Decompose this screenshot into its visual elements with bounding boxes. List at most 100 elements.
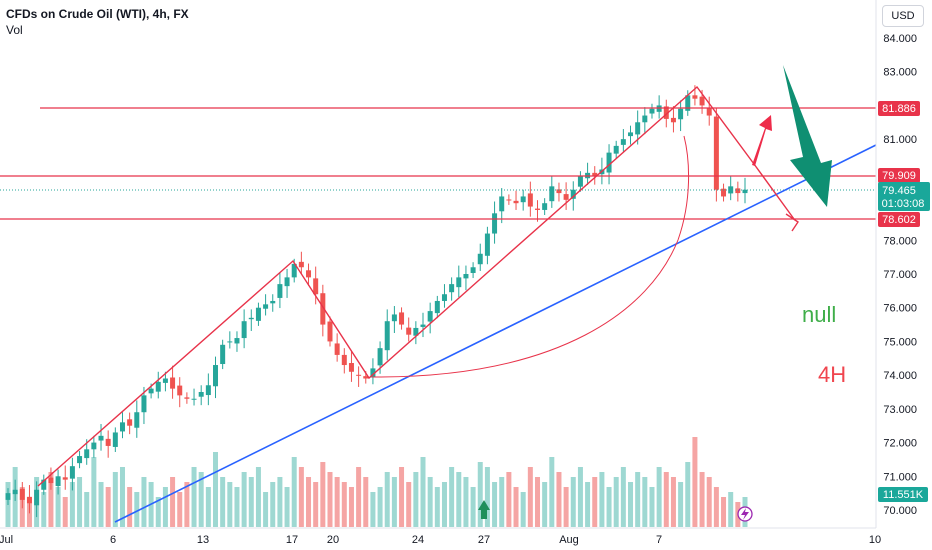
candle-body [248,317,254,320]
candle-body [84,449,90,459]
volume-bar [585,482,591,527]
candle-body [220,344,226,365]
volume-bar [484,467,490,527]
volume-bar [699,472,705,527]
currency-button[interactable]: USD [882,5,924,27]
volume-bar [220,477,226,527]
candle-body [105,438,111,446]
x-axis-ticks: Jul 6 13 17 20 24 27 Aug 7 10 [0,534,881,546]
volume-bar [270,482,276,527]
candle-body [520,196,526,203]
volume-bar [721,497,727,527]
x-tick-label: 27 [478,534,490,546]
volume-bar [370,492,376,527]
candle-body [513,200,519,204]
volume-bar [313,482,319,527]
y-tick-label: 71.000 [883,471,917,483]
x-tick-label: 13 [197,534,209,546]
candle-body [391,314,397,322]
candle-body [255,307,261,321]
x-tick-label: 24 [412,534,424,546]
candle-body [320,293,326,325]
volume-bar [534,477,540,527]
volume-bar [656,467,662,527]
volume-bar [499,477,505,527]
x-tick-label: 7 [656,534,662,546]
volume-bar [48,472,54,527]
volume-bar [91,457,97,527]
volume-bar [470,487,476,527]
candle-body [327,321,333,342]
volume-bar [570,477,576,527]
volume-bar [613,477,619,527]
volume-bar [413,472,419,527]
x-tick-label: 10 [869,534,881,546]
volume-bar [670,477,676,527]
volume-bar [391,477,397,527]
candle-body [291,263,297,278]
volume-bar [649,487,655,527]
volume-bar [155,497,161,527]
volume-bar [69,482,75,527]
candle-body [306,270,312,278]
volume-bar [556,472,562,527]
candle-body [91,442,97,450]
volume-bar [213,452,219,527]
candle-body [41,479,47,490]
candle-body [270,300,276,304]
volume-bar [506,472,512,527]
volume-bar [119,467,125,527]
volume-bar [492,482,498,527]
candle-body [470,267,476,273]
volume-bar [642,477,648,527]
candle-body [213,365,219,387]
volume-bar [41,492,47,527]
y-tick-label: 78.000 [883,235,917,247]
candle-body [184,397,190,399]
volume-bars [5,437,748,527]
candle-body [177,385,183,396]
candle-body [370,368,376,378]
candle-body [563,194,569,200]
y-tick-label: 84.000 [883,33,917,45]
volume-bar [434,487,440,527]
volume-bar [170,477,176,527]
candle-body [162,378,168,383]
volume-bar [606,487,612,527]
support-label: 78.602 [882,214,916,226]
volume-bar [77,477,83,527]
candle-body [69,466,75,479]
volume-bar [334,477,340,527]
candle-body [456,277,462,288]
candle-body [127,419,133,426]
y-tick-label: 83.000 [883,67,917,79]
volume-bar [320,462,326,527]
volume-bar [513,487,519,527]
volume-indicator-label[interactable]: Vol [6,23,23,37]
candle-body [606,152,612,173]
candle-body [170,377,176,389]
candle-body [155,381,161,392]
volume-bar [420,457,426,527]
volume-bar [205,487,211,527]
candle-body [234,338,240,344]
volume-bar [306,477,312,527]
candle-body [492,213,498,234]
y-tick-label: 74.000 [883,370,917,382]
volume-bar [112,472,118,527]
candle-body [205,385,211,396]
volume-bar [449,467,455,527]
candle-body [663,106,669,119]
candles [5,85,748,518]
x-tick-label: 17 [286,534,298,546]
candle-body [406,327,412,335]
symbol-title[interactable]: CFDs on Crude Oil (WTI), 4h, FX [6,7,189,21]
zigzag-arrowhead [785,213,799,232]
volume-bar [520,492,526,527]
volume-bar [277,477,283,527]
candle-body [427,311,433,322]
volume-bar [241,472,247,527]
rounded-arc [371,135,690,378]
volume-bar [184,482,190,527]
